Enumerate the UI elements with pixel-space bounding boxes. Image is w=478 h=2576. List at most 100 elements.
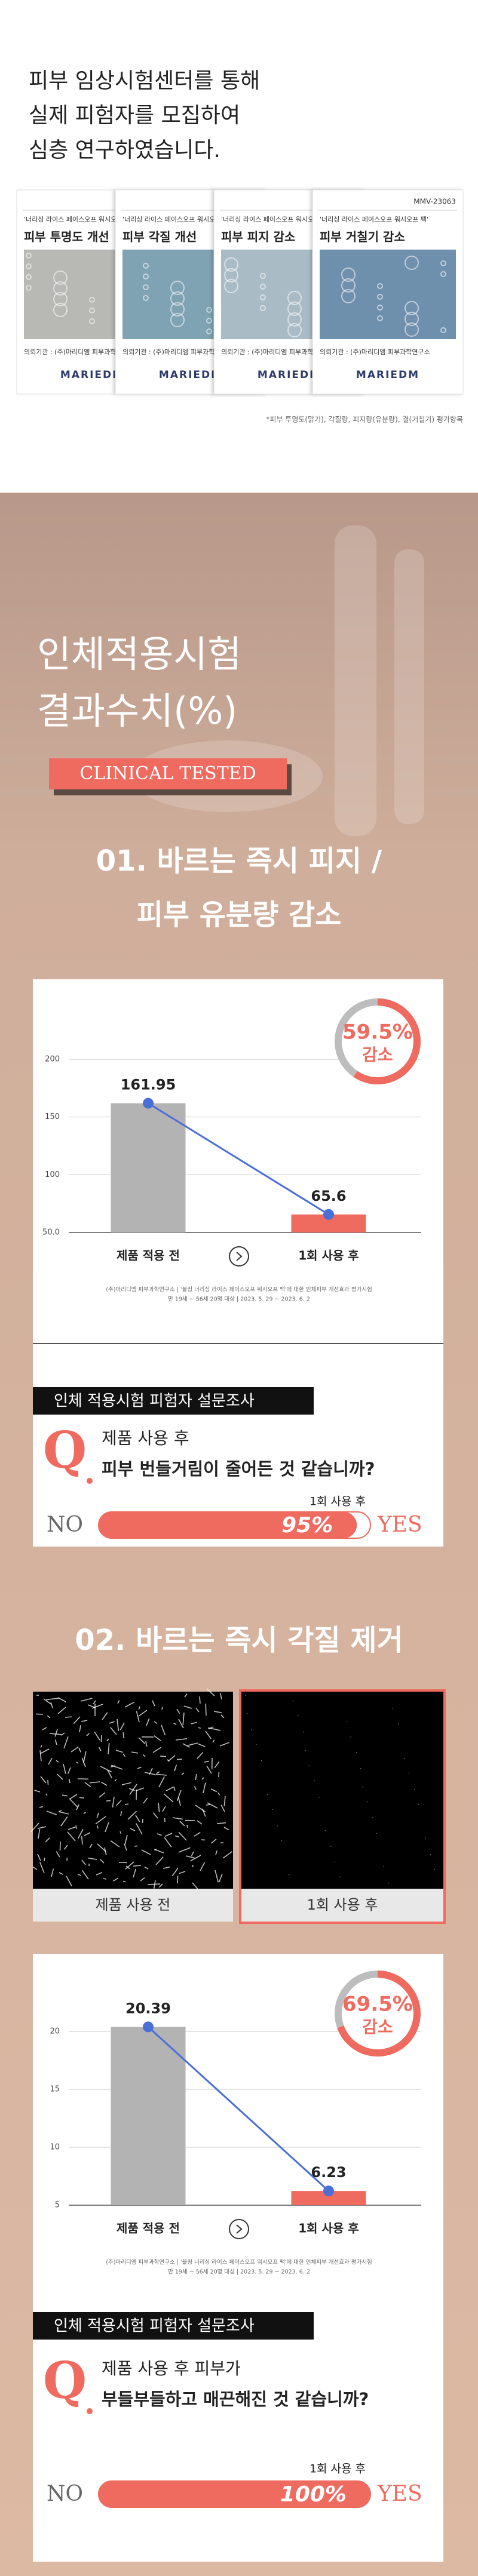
survey-percent: 95% [281, 1513, 333, 1538]
card-image-texture [377, 283, 383, 289]
skin-speckle [181, 1772, 185, 1775]
card-image-texture [170, 281, 185, 295]
skin-speckle [102, 1712, 108, 1720]
skin-image [241, 1692, 443, 1889]
skin-speckle [106, 1738, 109, 1742]
card-product: '너리싱 라이스 페이스오프 워시오프 팩' [122, 216, 231, 223]
card-image-texture [341, 289, 356, 303]
badge-arc [335, 998, 421, 1084]
skin-speckle [137, 1766, 142, 1769]
skin-speckle [30, 1822, 39, 1833]
card-image-texture [287, 302, 302, 316]
skin-speckle [156, 1771, 160, 1774]
survey-q: Q [43, 2351, 87, 2410]
skin-speckle [203, 1782, 206, 1794]
skin-speckle [46, 1698, 59, 1701]
skin-speckle [174, 1765, 177, 1772]
skin-speckle [223, 1796, 226, 1806]
skin-speckle [62, 1794, 68, 1797]
skin-speckle [59, 1872, 63, 1875]
value-label: 20.39 [125, 2000, 171, 2016]
y-tick-label: 150 [45, 1112, 60, 1121]
skin-speckle [60, 1816, 68, 1827]
arrow-circle [229, 2219, 249, 2239]
skin-speckle [71, 1746, 79, 1753]
skin-speckle [81, 1720, 88, 1722]
skin-speckle [127, 1810, 137, 1820]
skin-speckle [218, 1873, 223, 1883]
card-image-texture [405, 301, 419, 315]
skin-speckle [206, 1688, 215, 1696]
skin-speckle [84, 1782, 91, 1787]
card-client: 의뢰기관 : (주)마리디엠 피부과학연구소 [320, 348, 430, 356]
skin-speckle [43, 1698, 52, 1705]
skin-speckle [185, 1855, 195, 1859]
skin-speckle [78, 1874, 82, 1876]
bar [111, 2027, 186, 2205]
skin-speckle [47, 1715, 51, 1719]
skin-speckle [69, 1798, 79, 1808]
skin-speckle [178, 1847, 191, 1853]
survey-header-bg [33, 2312, 314, 2340]
skin-speckle [430, 1853, 431, 1855]
survey-no: NO [47, 2482, 83, 2506]
skin-speckle [96, 1812, 99, 1818]
skin-speckle [51, 1868, 54, 1877]
card-client: 의뢰기관 : (주)마리디엠 피부과학연구소 [221, 348, 332, 356]
trend-point [323, 1209, 334, 1220]
skin-speckle [57, 1707, 66, 1714]
skin-speckle [42, 1727, 47, 1730]
card-image-texture [260, 284, 266, 290]
skin-speckle [66, 1876, 72, 1887]
card-image-texture [206, 318, 212, 324]
card-image-texture [143, 295, 149, 301]
skin-speckle [191, 1722, 197, 1724]
card-heading: 피부 각질 개선 [122, 230, 197, 244]
skin-speckle [56, 1851, 60, 1858]
skin-speckle [120, 1810, 122, 1816]
skin-speckle [45, 1837, 50, 1843]
skin-speckle [122, 1753, 126, 1757]
skin-speckle [161, 1724, 166, 1736]
skin-speckle [360, 1767, 361, 1769]
skin-speckle [69, 1794, 78, 1800]
skin-speckle [158, 1883, 163, 1888]
survey-question: 제품 사용 후 [102, 1428, 189, 1448]
skin-speckle [195, 1773, 197, 1780]
value-label: 65.6 [311, 1188, 346, 1204]
skin-speckle [217, 1792, 220, 1796]
skin-speckle [178, 1719, 184, 1729]
card-image-texture [143, 263, 149, 269]
card-image-texture [53, 270, 68, 285]
skin-speckle [68, 1767, 71, 1774]
skin-speckle [155, 1856, 164, 1865]
skin-speckle [124, 1843, 127, 1851]
survey-yes: YES [377, 1513, 422, 1537]
skin-speckle [281, 1840, 283, 1842]
card-image-texture [170, 313, 185, 327]
skin-speckle [57, 1773, 63, 1780]
skin-speckle [152, 1747, 161, 1753]
skin-speckle [124, 1701, 135, 1708]
skin-speckle [63, 1845, 68, 1850]
skin-speckle [128, 1788, 135, 1791]
skin-speckle [59, 1811, 69, 1815]
skin-speckle [104, 1847, 107, 1855]
skin-speckle [107, 1769, 112, 1778]
skin-speckle [376, 1833, 378, 1834]
skin-speckle [81, 1870, 89, 1880]
skin-speckle [34, 1790, 41, 1793]
card-logo: MARIEDM [60, 369, 124, 381]
skin-speckle [130, 1828, 136, 1831]
intro-footnote: *피부 투명도(맑기), 각질량, 피지량(유분량), 결(거칠기) 평가항목 [266, 416, 463, 424]
survey-question: 피부 번들거림이 줄어든 것 같습니까? [102, 1459, 375, 1479]
skin-speckle [177, 1797, 181, 1806]
skin-speckle [164, 1837, 172, 1848]
skin-speckle [173, 1786, 176, 1791]
survey-yes: YES [377, 2482, 422, 2506]
skin-speckle [220, 1714, 225, 1719]
card-logo: MARIEDM [258, 369, 321, 381]
skin-speckle [125, 1861, 134, 1870]
intro-line: 피부 임상시험센터를 통해 [29, 69, 260, 93]
